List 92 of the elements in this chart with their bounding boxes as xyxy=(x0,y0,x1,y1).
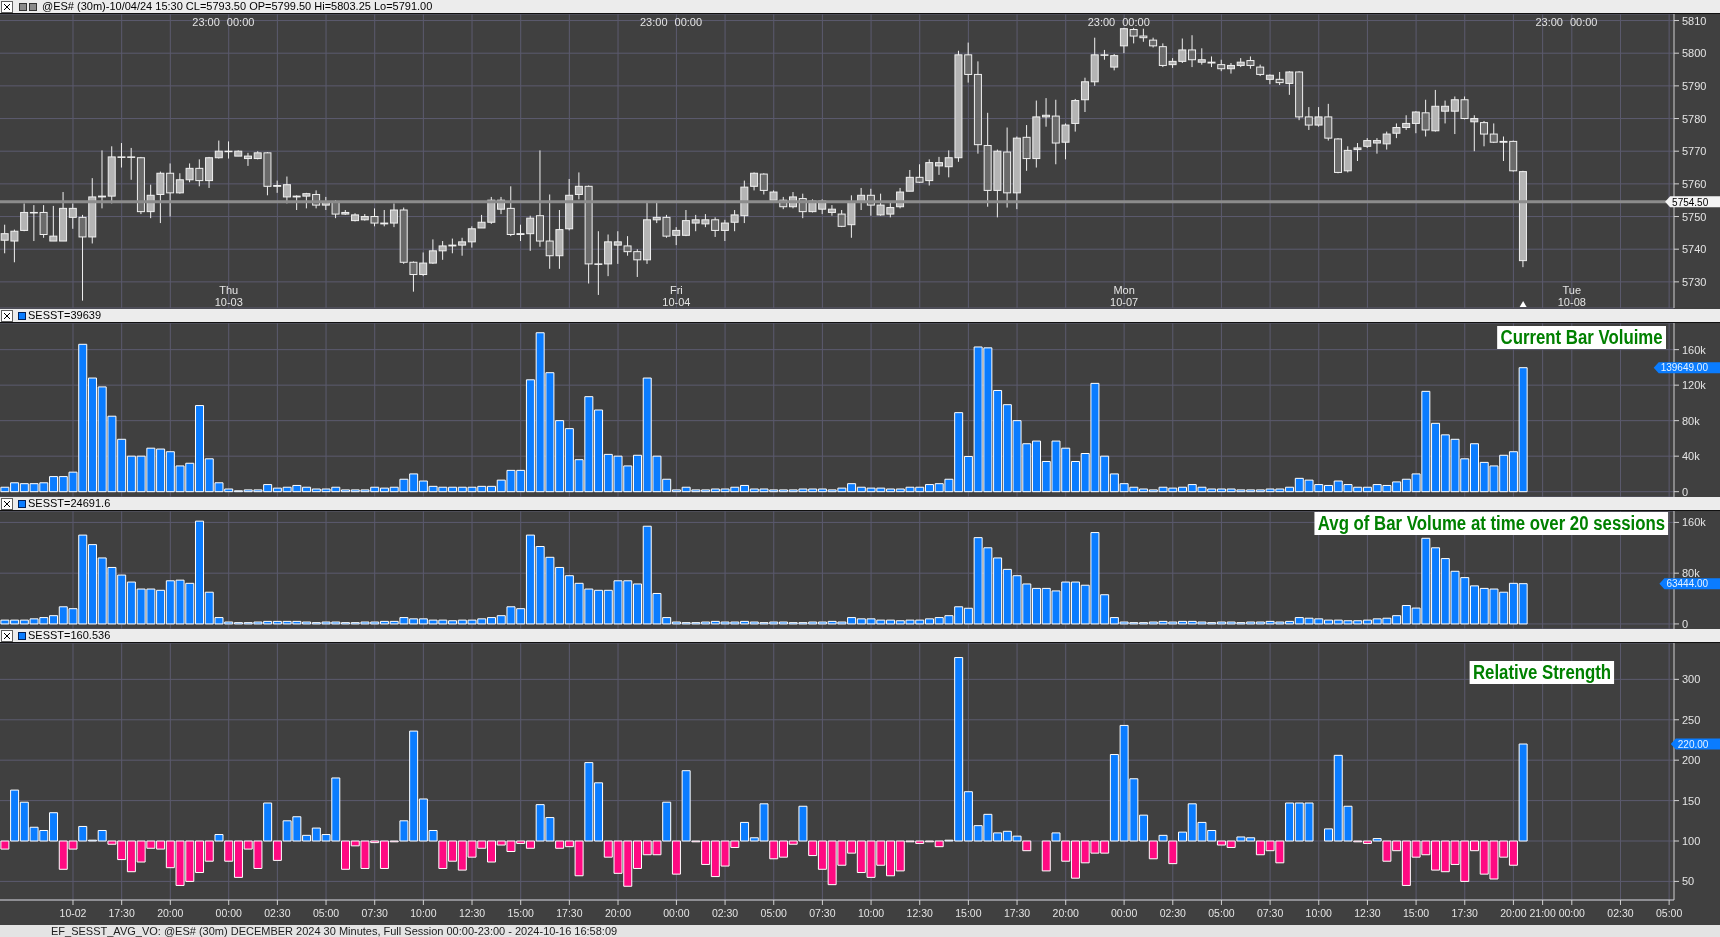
x-tick-label: 20:00 xyxy=(157,907,184,919)
y-tick-label: 5730 xyxy=(1682,275,1707,288)
legend-label: SESST=160.536 xyxy=(27,629,111,642)
annotation: 00:00 xyxy=(674,16,703,28)
x-tick-label: 05:00 xyxy=(312,907,340,919)
candlestick xyxy=(20,202,29,232)
x-tick-label: 07:30 xyxy=(361,907,388,919)
annotation: 00:00 xyxy=(1122,16,1150,28)
x-tick-label: 05:00 xyxy=(1655,907,1683,919)
annotation: 00:00 xyxy=(1569,16,1598,28)
x-tick-label: 05:00 xyxy=(760,907,788,919)
x-tick-label: 17:30 xyxy=(108,907,135,919)
y-tick-label: 5800 xyxy=(1682,47,1707,60)
x-tick-label: 10:00 xyxy=(1305,907,1333,919)
x-tick-label: 12:30 xyxy=(1354,907,1381,919)
x-tick-label: Fri 10-04 xyxy=(662,284,691,308)
x-tick-label: 15:00 xyxy=(955,907,982,919)
x-tick-label: 17:30 xyxy=(1451,907,1479,919)
x-tick-label: 12:30 xyxy=(906,907,934,919)
y-tick-label: 160k xyxy=(1682,516,1707,529)
chart-title: @ES# (30m)-10/04/24 15:30 CL=5793.50 OP=5799.50 Hi=5803.25 Lo=5791.00 xyxy=(42,0,433,13)
annotation: 23:00 xyxy=(1535,16,1563,28)
y-tick-label: 5810 xyxy=(1682,14,1707,27)
candlestick xyxy=(205,156,214,189)
candlestick xyxy=(243,152,252,167)
x-tick-label: Thu 10-03 xyxy=(214,284,243,308)
x-tick-label: 00:00 xyxy=(1110,907,1138,919)
candlestick xyxy=(1080,77,1089,113)
annotation: 23:00 xyxy=(640,16,668,28)
candlestick xyxy=(1042,97,1051,128)
y-tick-label: 200 xyxy=(1682,754,1701,767)
annotation: 23:00 xyxy=(192,16,220,28)
x-tick-label: 10-02 xyxy=(59,907,87,919)
x-tick-label: 15:00 xyxy=(1402,907,1430,919)
x-tick-label: Mon 10-07 xyxy=(1110,284,1139,308)
y-tick-label: 5780 xyxy=(1682,112,1707,125)
text: EF_SESST_AVG_VO: @ES# (30m) DECEMBER 2024 30 Minutes, Full Session 00:00-23:00 - 2024-10-16 16:58:09 xyxy=(51,925,618,937)
candlestick xyxy=(1343,145,1352,173)
y-tick-label: 150 xyxy=(1682,794,1701,807)
candlestick xyxy=(1372,137,1381,155)
y-tick-label: 5760 xyxy=(1682,177,1707,190)
y-tick-label: 50 xyxy=(1682,875,1695,888)
x-tick-label: 12:30 xyxy=(458,907,486,919)
legend-label: SESST=24691.6 xyxy=(27,497,111,510)
candlestick xyxy=(759,172,768,195)
x-tick-label: 02:30 xyxy=(711,907,739,919)
y-tick-label: 5750 xyxy=(1682,210,1707,223)
x-tick-label: 00:00 xyxy=(1558,907,1586,919)
x-tick-label: 07:30 xyxy=(809,907,836,919)
y-tick-label: 5770 xyxy=(1682,145,1707,158)
y-tick-label: 100 xyxy=(1682,835,1701,847)
x-tick-label: 17:30 xyxy=(556,907,583,919)
y-tick-label: 80k xyxy=(1682,567,1701,580)
annotation: 23:00 xyxy=(1087,16,1116,28)
x-tick-label: 20:00 xyxy=(1052,907,1080,919)
x-tick-label: 17:30 xyxy=(1003,907,1031,919)
candlestick xyxy=(1226,62,1235,75)
candlestick xyxy=(1071,98,1080,133)
candlestick xyxy=(1480,120,1489,147)
y-tick-label: 5790 xyxy=(1682,79,1707,92)
y-tick-label: 300 xyxy=(1682,673,1701,686)
x-tick-label: 00:00 xyxy=(215,907,243,919)
x-tick-label: 20:00 xyxy=(1500,907,1527,919)
text: 220.00 xyxy=(1677,738,1709,750)
annotation: 00:00 xyxy=(226,16,255,28)
x-tick-label: 02:30 xyxy=(1607,907,1634,919)
y-tick-label: 0 xyxy=(1682,485,1689,498)
candlestick xyxy=(389,202,398,228)
x-tick-label: 05:00 xyxy=(1208,907,1235,919)
candlestick xyxy=(49,205,58,242)
x-tick-label: 07:30 xyxy=(1256,907,1284,919)
y-tick-label: 0 xyxy=(1682,617,1689,630)
y-tick-label: 5740 xyxy=(1682,243,1707,256)
x-tick-label: 02:30 xyxy=(264,907,291,919)
y-tick-label: 250 xyxy=(1682,713,1701,726)
candlestick xyxy=(1188,34,1197,68)
x-tick-label: 21:00 xyxy=(1529,907,1556,919)
annotation: 63444.00 xyxy=(1666,578,1709,590)
candlestick xyxy=(97,149,106,209)
chart-subtitle: Avg of Bar Volume at time over 20 sessions xyxy=(1313,512,1668,535)
x-tick-label: 00:00 xyxy=(663,907,690,919)
x-tick-label: 10:00 xyxy=(410,907,437,919)
text: Relative Strength xyxy=(1469,661,1614,684)
candlestick xyxy=(681,209,690,237)
x-tick-label: Tue 10-08 xyxy=(1557,284,1586,308)
x-tick-label: 02:30 xyxy=(1159,907,1187,919)
x-tick-label: 10:00 xyxy=(857,907,885,919)
x-tick-label: 20:00 xyxy=(604,907,632,919)
ref-line-label: 5754.50 xyxy=(1672,196,1709,208)
candlestick xyxy=(934,156,943,176)
x-tick-label: 15:00 xyxy=(507,907,534,919)
candlestick xyxy=(827,204,836,217)
